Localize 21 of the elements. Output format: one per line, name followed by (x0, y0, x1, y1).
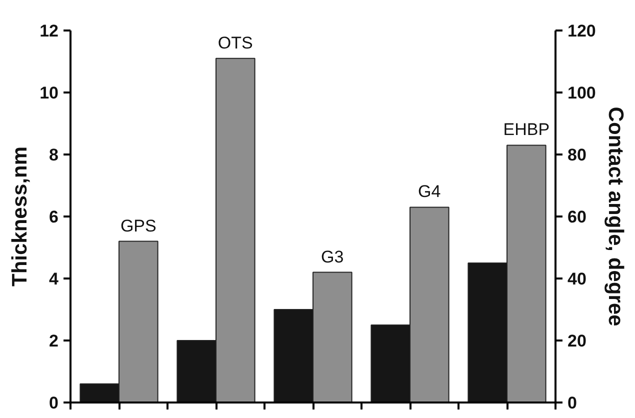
y2-tick-label: 60 (568, 208, 586, 226)
y-tick-label: 10 (40, 84, 59, 102)
x-tick-label: G3 (321, 247, 344, 266)
y2-tick-label: 100 (568, 84, 596, 102)
x-tick-label: OTS (218, 33, 253, 52)
x-tick-label: EHBP (503, 120, 550, 140)
y-tick-label: 0 (49, 394, 59, 412)
y2-tick-label: 80 (568, 146, 586, 164)
y2-tick-label: 120 (568, 22, 596, 40)
y2-axis-title: Contact angle, degree (604, 106, 627, 326)
y2-tick-label: 0 (568, 394, 577, 412)
y-tick-label: 6 (49, 208, 59, 226)
x-tick-label: GPS (120, 216, 156, 236)
y-tick-label: 4 (49, 270, 60, 288)
x-tick-label: G4 (418, 182, 441, 202)
y-tick-label: 2 (49, 332, 59, 350)
y-tick-label: 12 (40, 22, 59, 40)
y2-tick-label: 20 (568, 332, 586, 350)
y-axis-title: Thickness,nm (8, 146, 32, 287)
y2-tick-label: 40 (568, 270, 586, 288)
y-tick-label: 8 (49, 146, 59, 164)
